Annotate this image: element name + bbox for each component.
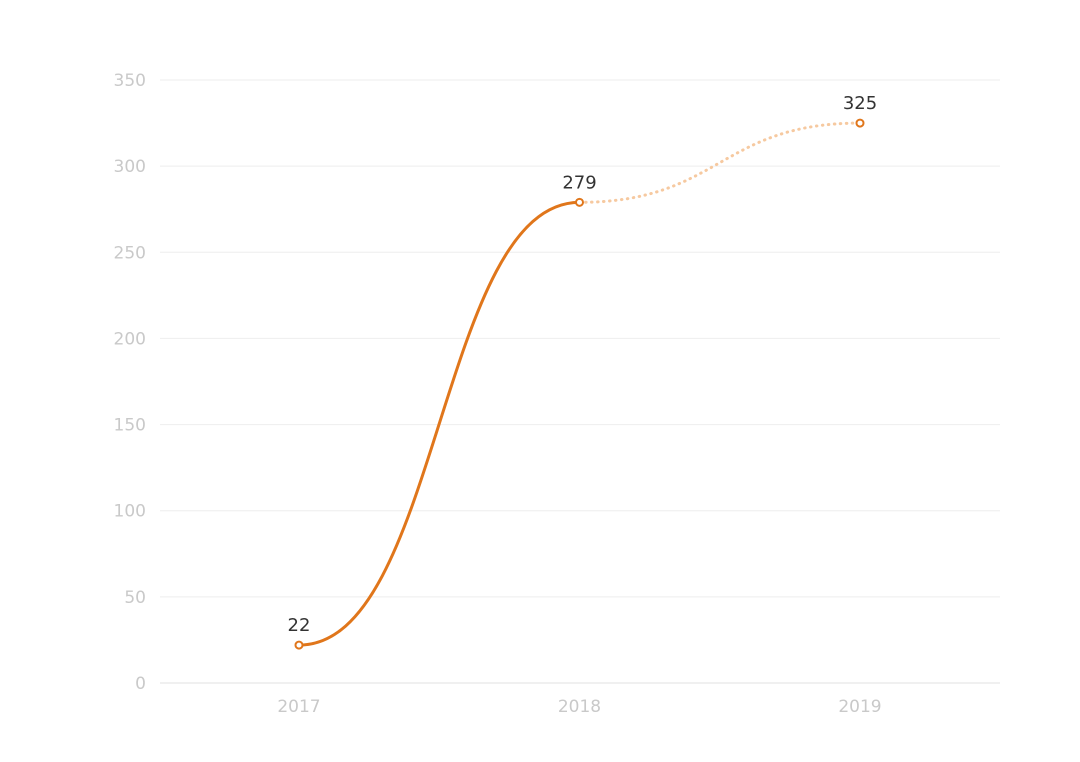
data-point	[855, 118, 865, 128]
y-tick-label: 200	[114, 329, 146, 349]
y-tick-label: 50	[124, 588, 146, 608]
x-tick-label: 2019	[838, 697, 881, 717]
y-tick-label: 350	[114, 71, 146, 91]
x-tick-label: 2018	[558, 697, 601, 717]
y-tick-label: 250	[114, 243, 146, 263]
data-labels: 22 279 325	[288, 93, 878, 636]
y-axis-ticks: 0 50 100 150 200 250 300 350	[114, 71, 146, 694]
y-tick-label: 300	[114, 157, 146, 177]
line-segment	[297, 200, 581, 647]
data-point	[294, 640, 304, 650]
gridlines	[160, 79, 1000, 684]
y-tick-label: 100	[114, 502, 146, 522]
data-label: 279	[562, 172, 596, 193]
data-label: 325	[843, 93, 877, 114]
projected-line-segment	[578, 121, 862, 204]
data-label: 22	[288, 615, 311, 636]
x-axis-ticks: 2017 2018 2019	[277, 697, 881, 717]
y-tick-label: 150	[114, 416, 146, 436]
x-tick-label: 2017	[277, 697, 320, 717]
series-lines	[297, 121, 862, 647]
y-tick-label: 0	[135, 674, 146, 694]
data-points	[294, 118, 865, 650]
data-point	[575, 197, 584, 207]
